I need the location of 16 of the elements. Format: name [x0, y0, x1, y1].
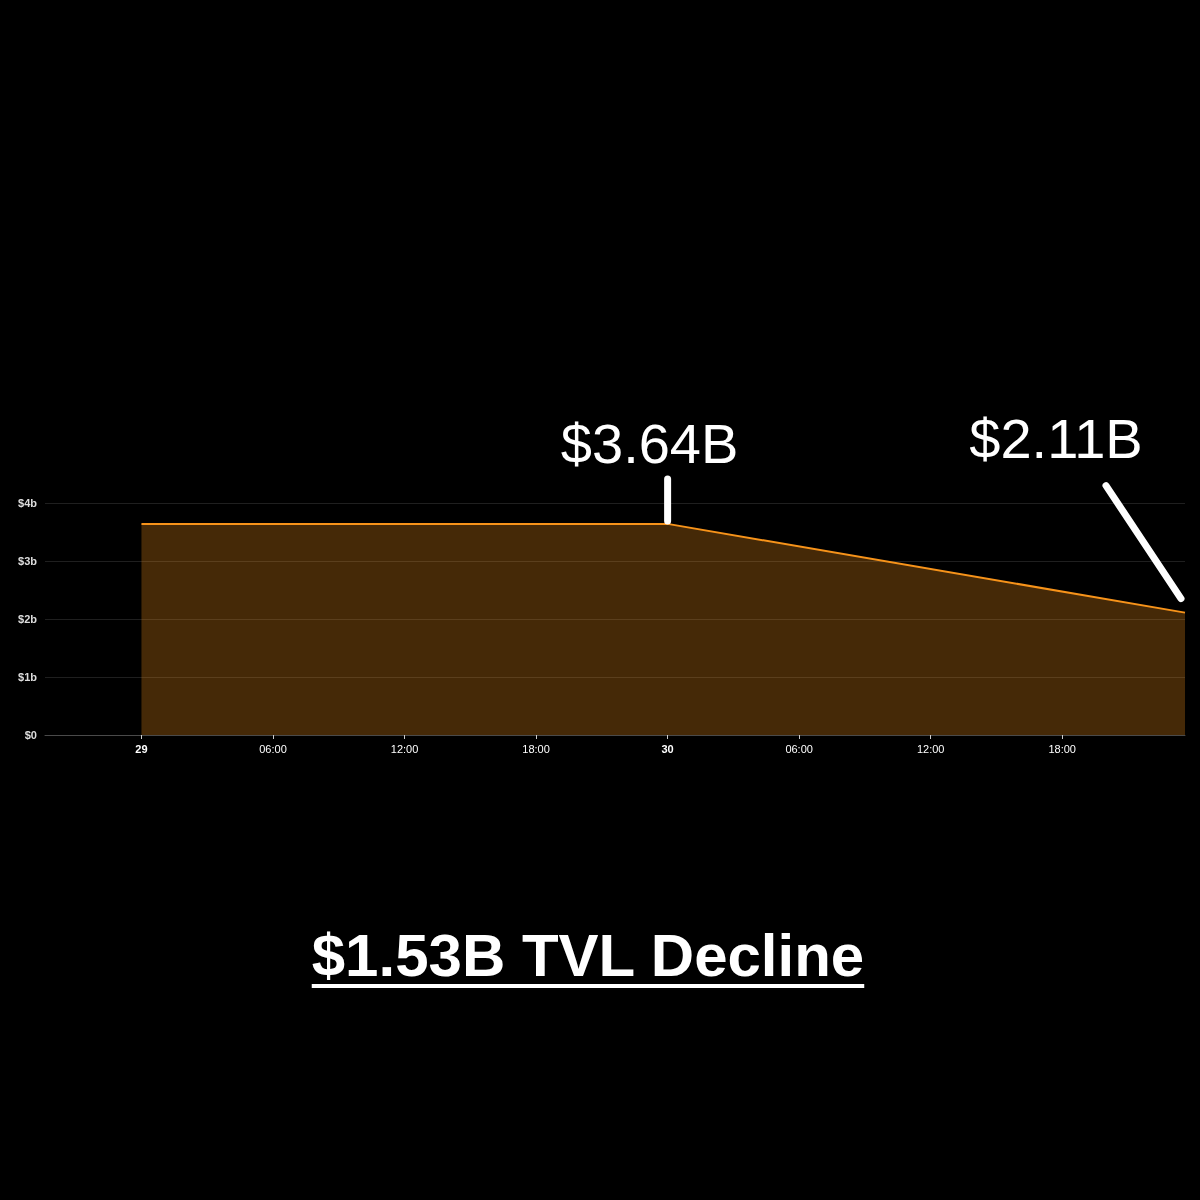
x-tick-label: 30 [661, 742, 674, 755]
annotation: $2.11B [969, 407, 1143, 471]
y-tick-label: $1b [18, 671, 38, 683]
annotation: $3.64B [560, 412, 739, 476]
x-tick-label: 29 [135, 742, 148, 755]
x-tick-label: 18:00 [1048, 742, 1076, 755]
x-tick-label: 06:00 [785, 742, 813, 755]
text: $1.53B TVL Decline [310, 922, 866, 989]
y-tick-label: $0 [24, 729, 37, 741]
y-tick-label: $3b [18, 555, 38, 567]
y-tick-label: $4b [18, 497, 38, 509]
y-tick-label: $2b [18, 613, 38, 625]
x-tick-label: 06:00 [259, 742, 287, 755]
x-tick-label: 18:00 [522, 742, 550, 755]
x-tick-label: 12:00 [390, 742, 419, 755]
x-tick-label: 12:00 [916, 742, 945, 755]
